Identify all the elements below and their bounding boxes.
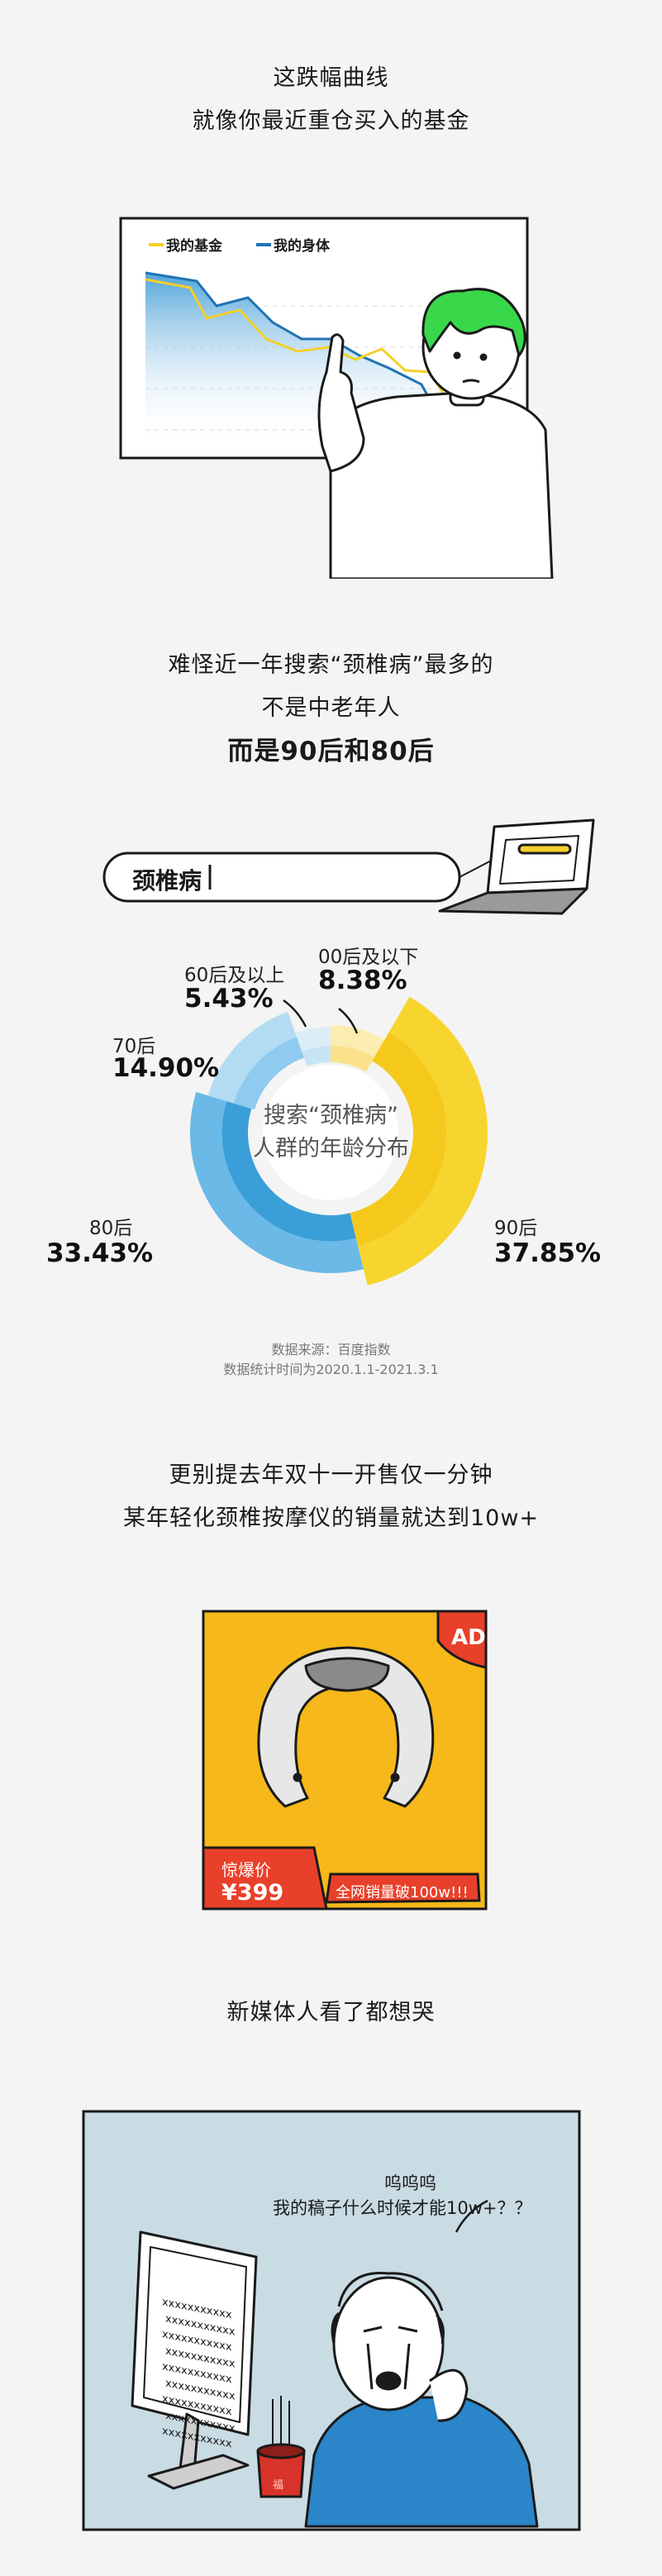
- label-00s: 00后及以下: [318, 947, 419, 968]
- price-label: 惊爆价: [221, 1860, 271, 1880]
- donut-hole: [263, 1065, 398, 1200]
- value-80s: 33.43%: [46, 1238, 154, 1268]
- slice-90s: [350, 996, 488, 1286]
- search-input[interactable]: 颈椎病: [132, 867, 202, 894]
- crying-man-figure: [304, 2272, 539, 2528]
- legend-label-body: 我的身体: [274, 238, 330, 255]
- value-60s: 5.43%: [184, 984, 274, 1014]
- ad-badge-label: AD: [451, 1625, 486, 1650]
- caption-line-bold: 而是90后和80后: [227, 737, 435, 766]
- speech-line: 呜呜呜: [384, 2173, 436, 2193]
- slice-80s: [190, 1091, 364, 1273]
- fund-chart-illustration: [119, 217, 554, 579]
- search-laptop-illustration: [102, 818, 595, 915]
- label-60s: 60后及以上: [184, 965, 285, 986]
- value-00s: 8.38%: [318, 966, 407, 995]
- ad-card: [202, 1610, 488, 1911]
- sales-tag: [325, 1872, 481, 1904]
- caption-line: 某年轻化颈椎按摩仪的销量就达到10w+: [122, 1505, 540, 1531]
- slice-70s: [207, 1011, 304, 1110]
- jar-label: 福: [273, 2479, 284, 2492]
- body-line: [145, 271, 448, 431]
- sales-text: 全网销量破100w!!!: [336, 1884, 469, 1901]
- man-figure: [317, 288, 554, 579]
- comic-panel: xxxxxxxxxxxxxxxxxxxxxxxxxxxxxxxxxxxxxxxx…: [82, 2110, 581, 2531]
- incense-jar-icon: [256, 2396, 306, 2498]
- donut-center-label: 搜索“颈椎病” 人群的年龄分布: [253, 1103, 409, 1162]
- caption-line: 这跌幅曲线: [273, 65, 389, 91]
- source-line: 数据来源：百度指数: [271, 1342, 391, 1357]
- caption-line: 就像你最近重仓买入的基金: [192, 108, 470, 134]
- value-70s: 14.90%: [112, 1053, 220, 1083]
- label-70s: 70后: [112, 1036, 156, 1057]
- caption-line: 难怪近一年搜索“颈椎病”最多的: [168, 652, 494, 678]
- monitor-icon: [131, 2230, 258, 2490]
- age-distribution-donut: [190, 996, 488, 1286]
- neck-massager-icon: [257, 1646, 435, 1808]
- laptop-icon: [438, 818, 595, 915]
- ad-badge: [436, 1610, 488, 1669]
- speech-line: 我的稿子什么时候才能10w+？？: [273, 2198, 532, 2218]
- price-tag: [202, 1846, 328, 1911]
- slice-00s: [331, 1025, 385, 1072]
- value-90s: 37.85%: [494, 1238, 602, 1268]
- label-90s: 90后: [494, 1218, 538, 1239]
- price-value: ¥399: [221, 1880, 284, 1906]
- label-80s: 80后: [89, 1218, 133, 1239]
- caption-line: 不是中老年人: [261, 695, 401, 721]
- caption-line: 更别提去年双十一开售仅一分钟: [169, 1462, 493, 1488]
- caption-line: 新媒体人看了都想哭: [226, 2000, 436, 2025]
- source-line: 数据统计时间为2020.1.1-2021.3.1: [223, 1362, 439, 1377]
- label-leader-lines: [283, 999, 359, 1034]
- slice-60s: [295, 1027, 331, 1066]
- legend-label-fund: 我的基金: [166, 238, 222, 255]
- fund-line: [145, 278, 452, 406]
